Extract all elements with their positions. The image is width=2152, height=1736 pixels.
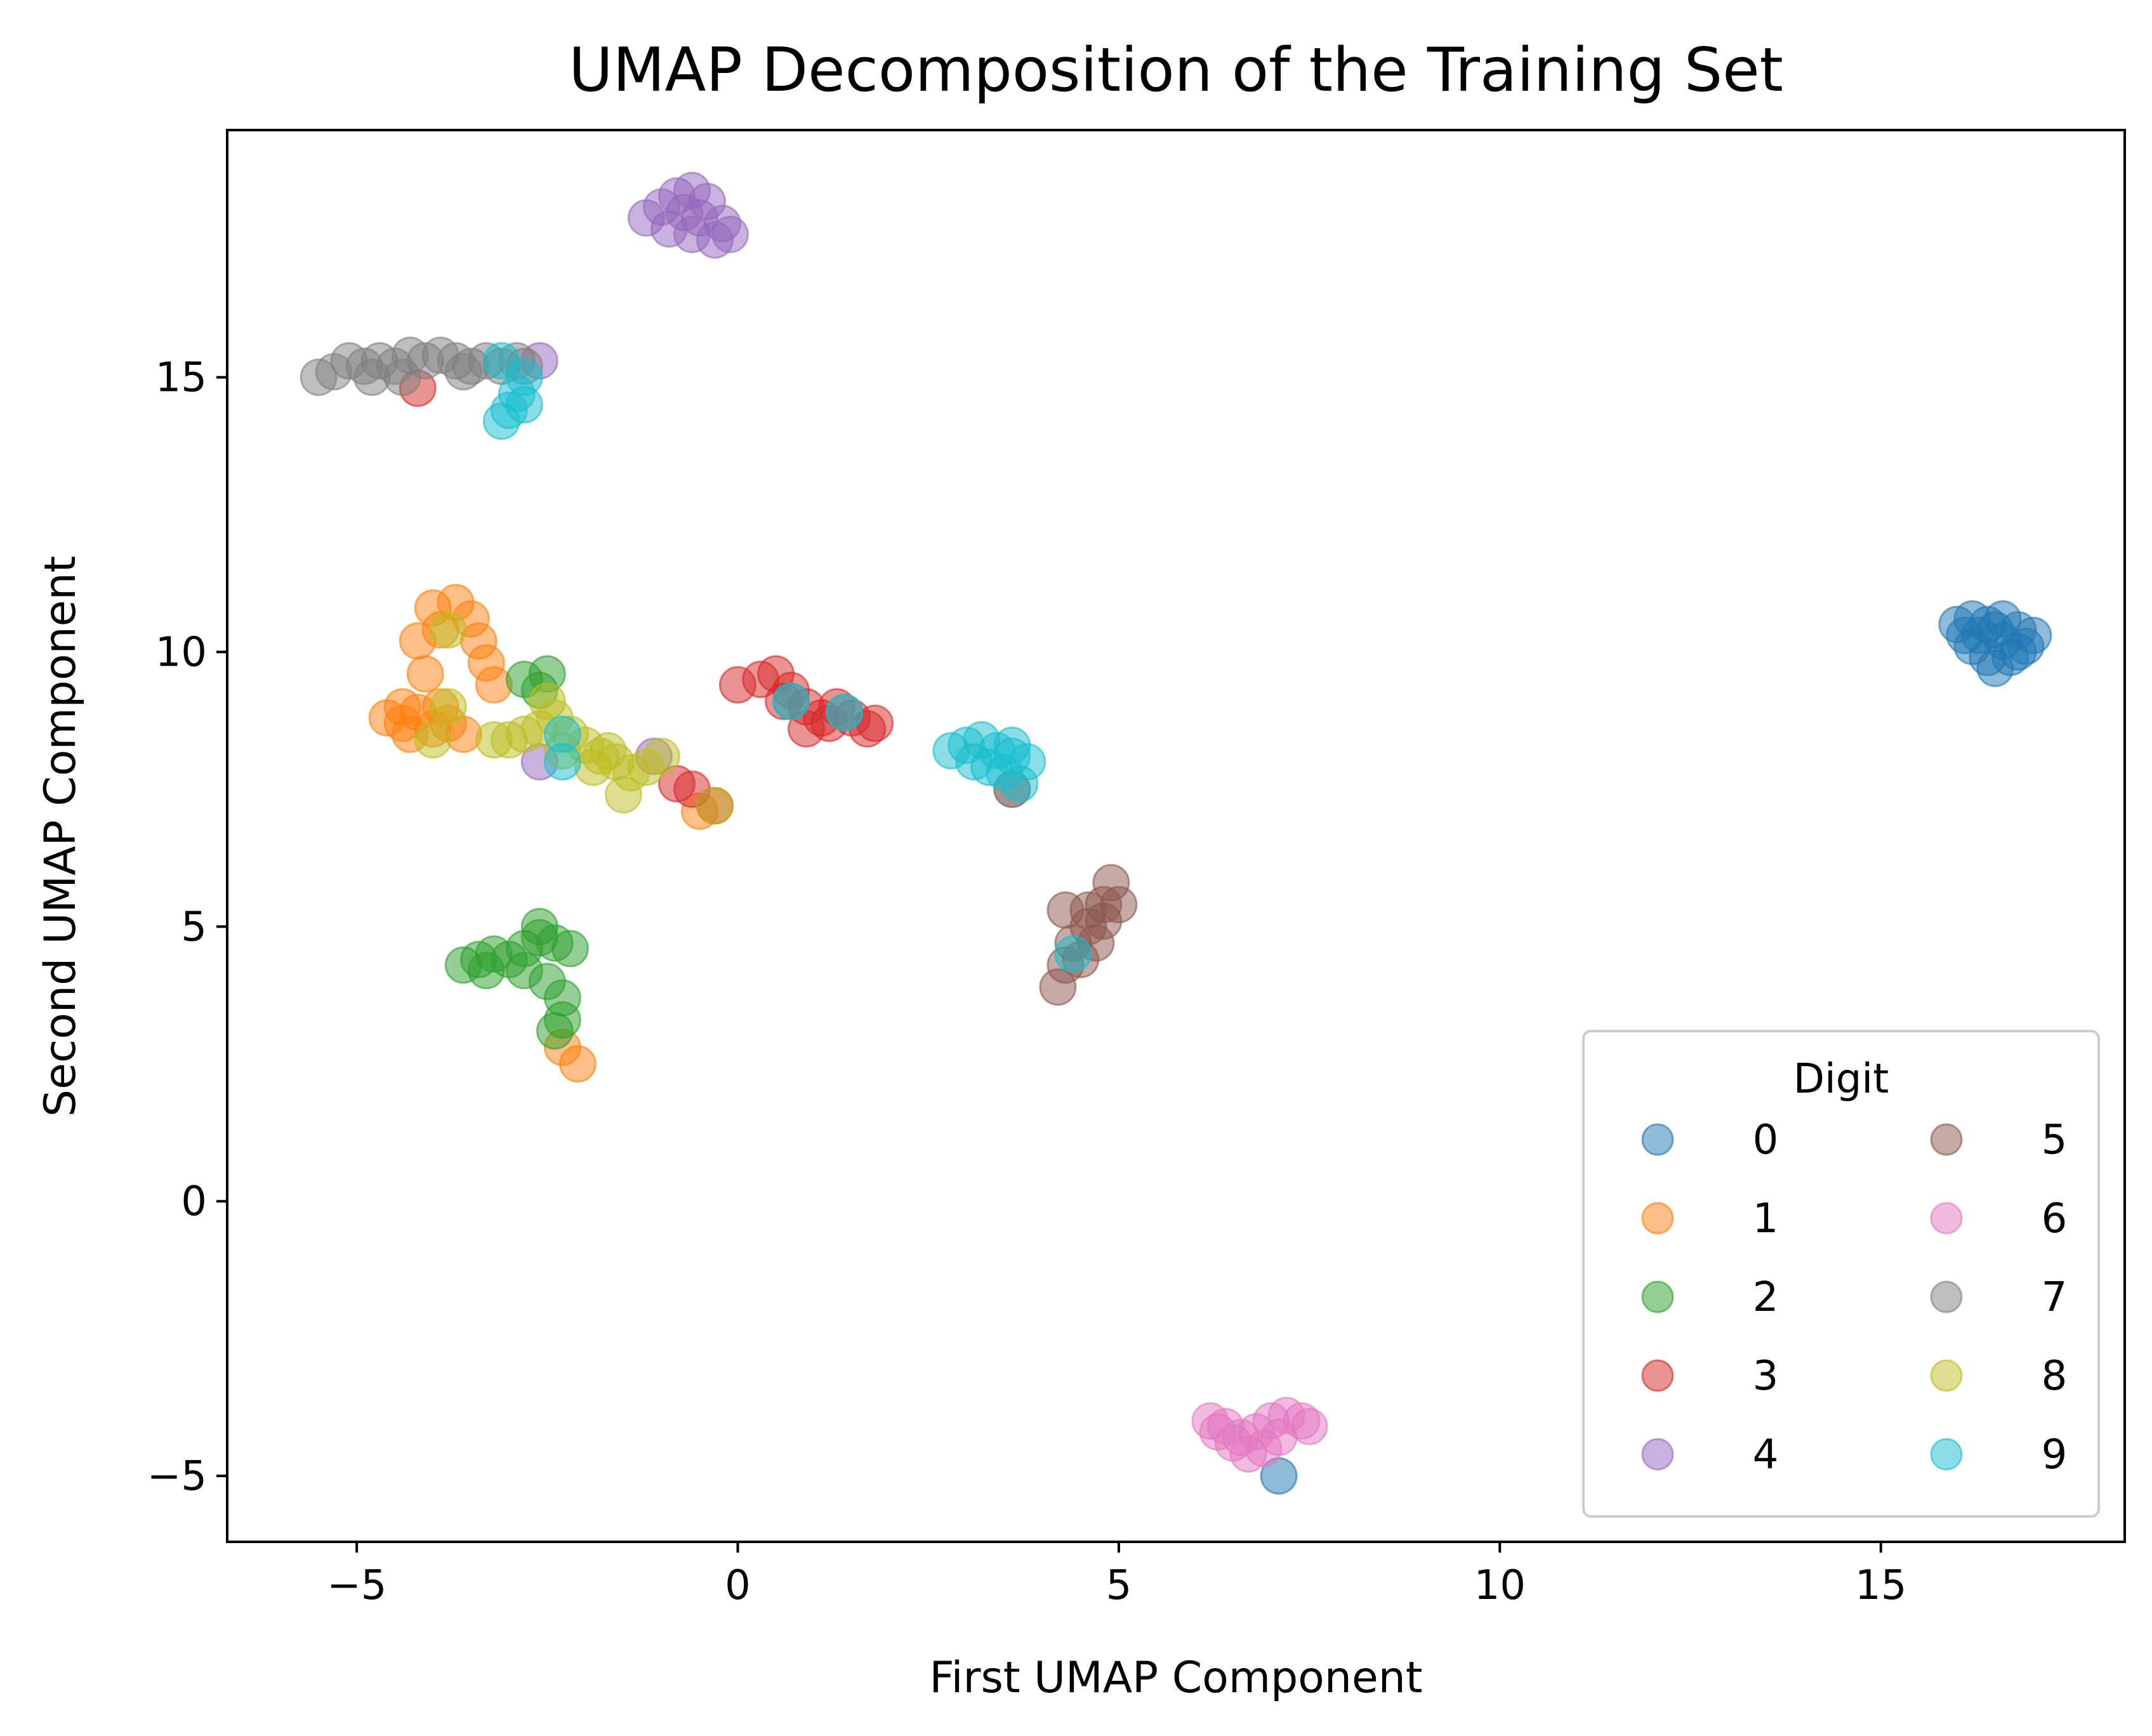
legend-label-digit-0: 0 xyxy=(1753,1117,1779,1164)
data-point-digit-4-11 xyxy=(711,216,749,253)
plot-area-frame xyxy=(226,129,2126,1543)
legend-marker-digit-7 xyxy=(1930,1280,1963,1313)
legend-label-digit-8: 8 xyxy=(2042,1353,2068,1400)
series-digit-4 xyxy=(520,171,749,781)
data-point-digit-8-14 xyxy=(528,682,566,720)
data-point-digit-7-16 xyxy=(383,358,421,397)
data-point-digit-8-12 xyxy=(604,776,642,814)
legend-marker-digit-3 xyxy=(1641,1359,1674,1392)
y-tick-label: −5 xyxy=(147,1453,207,1500)
data-point-digit-1-18 xyxy=(558,1045,597,1083)
data-point-digit-9-18 xyxy=(543,743,581,781)
y-tick-label: 10 xyxy=(155,629,207,676)
data-point-digit-8-20 xyxy=(589,732,627,770)
data-point-digit-8-16 xyxy=(429,611,467,649)
legend-marker-digit-1 xyxy=(1641,1202,1674,1235)
x-tick-label: 10 xyxy=(1474,1562,1526,1609)
legend-marker-digit-6 xyxy=(1930,1202,1963,1235)
data-point-digit-6-11 xyxy=(1290,1407,1328,1445)
series-digit-0 xyxy=(1260,600,2052,1495)
series-digit-6 xyxy=(1191,1397,1328,1473)
data-point-digit-6-12 xyxy=(1229,1435,1267,1473)
legend-item-digit-3: 3 xyxy=(1641,1353,1779,1400)
legend-item-digit-4: 4 xyxy=(1641,1431,1779,1478)
data-point-digit-9-9 xyxy=(955,743,993,781)
x-tick-label: −5 xyxy=(327,1562,386,1609)
x-tick-label: 0 xyxy=(725,1562,751,1609)
legend-item-digit-9: 9 xyxy=(1930,1431,2068,1478)
legend-item-digit-8: 8 xyxy=(1930,1353,2068,1400)
y-tick-label: 0 xyxy=(181,1178,207,1225)
legend-marker-digit-8 xyxy=(1930,1359,1963,1392)
x-axis-ticks: −5 0 5 10 15 xyxy=(327,1542,1906,1609)
x-tick-label: 5 xyxy=(1106,1562,1132,1609)
legend-marker-digit-0 xyxy=(1641,1123,1674,1156)
data-point-digit-0-14 xyxy=(1999,633,2037,671)
data-point-digit-7-17 xyxy=(444,353,482,391)
points-layer xyxy=(300,171,2052,1495)
y-axis-label: Second UMAP Component xyxy=(36,556,86,1117)
legend-label-digit-6: 6 xyxy=(2042,1195,2068,1242)
legend-item-digit-0: 0 xyxy=(1641,1117,1779,1164)
legend-label-digit-5: 5 xyxy=(2042,1117,2068,1164)
legend-label-digit-2: 2 xyxy=(1753,1274,1779,1321)
data-point-digit-9-21 xyxy=(826,694,864,732)
data-point-digit-4-10 xyxy=(681,199,718,237)
data-point-digit-2-12 xyxy=(520,907,558,945)
data-point-digit-9-19 xyxy=(1054,935,1092,973)
legend-marker-digit-5 xyxy=(1930,1123,1963,1156)
legend-label-digit-3: 3 xyxy=(1753,1353,1779,1400)
data-point-digit-8-18 xyxy=(414,721,452,759)
data-point-digit-2-14 xyxy=(551,930,589,968)
data-point-digit-1-15 xyxy=(475,666,513,704)
data-point-digit-9-15 xyxy=(505,386,543,424)
legend-item-digit-7: 7 xyxy=(1930,1274,2068,1321)
x-tick-label: 15 xyxy=(1855,1562,1906,1609)
y-axis-ticks: −5 0 5 10 15 xyxy=(147,355,227,1500)
legend-label-digit-9: 9 xyxy=(2042,1431,2068,1478)
data-point-digit-6-10 xyxy=(1199,1413,1237,1451)
legend-label-digit-7: 7 xyxy=(2042,1274,2068,1321)
legend: Digit 0 1 2 3 4 5 6 7 8 9 xyxy=(1582,1030,2100,1518)
data-point-digit-8-17 xyxy=(429,688,467,726)
data-point-digit-5-11 xyxy=(1046,891,1085,929)
legend-item-digit-1: 1 xyxy=(1641,1195,1779,1242)
legend-item-digit-5: 5 xyxy=(1930,1117,2068,1164)
data-point-digit-2-13 xyxy=(467,952,505,990)
legend-label-digit-1: 1 xyxy=(1753,1195,1779,1242)
data-point-digit-2-11 xyxy=(536,1012,574,1050)
y-tick-label: 5 xyxy=(181,904,207,950)
legend-marker-digit-2 xyxy=(1641,1280,1674,1313)
data-point-digit-9-8 xyxy=(1001,765,1039,803)
legend-frame xyxy=(1582,1030,2100,1518)
series-digit-9 xyxy=(482,342,1092,973)
legend-label-digit-4: 4 xyxy=(1753,1431,1779,1478)
x-axis-label: First UMAP Component xyxy=(929,1653,1422,1703)
series-digit-2 xyxy=(444,655,589,1050)
legend-title: Digit xyxy=(1793,1056,1889,1103)
legend-items: 0 1 2 3 4 5 6 7 8 9 xyxy=(1641,1117,2068,1478)
data-point-digit-0-13 xyxy=(1946,617,1984,654)
y-tick-label: 15 xyxy=(155,355,207,402)
data-point-digit-8-11 xyxy=(643,737,680,775)
data-point-digit-1-20 xyxy=(383,688,421,726)
chart-title: UMAP Decomposition of the Training Set xyxy=(569,36,1783,105)
legend-marker-digit-9 xyxy=(1930,1438,1963,1471)
data-point-digit-9-16 xyxy=(482,342,520,380)
data-point-digit-8-19 xyxy=(696,787,734,825)
legend-marker-digit-4 xyxy=(1641,1438,1674,1471)
data-point-digit-0-15 xyxy=(1976,611,2014,649)
legend-item-digit-2: 2 xyxy=(1641,1274,1779,1321)
legend-item-digit-6: 6 xyxy=(1930,1195,2068,1242)
data-point-digit-1-8 xyxy=(406,655,444,693)
data-point-digit-9-20 xyxy=(772,682,810,720)
data-point-digit-9-10 xyxy=(993,727,1031,765)
